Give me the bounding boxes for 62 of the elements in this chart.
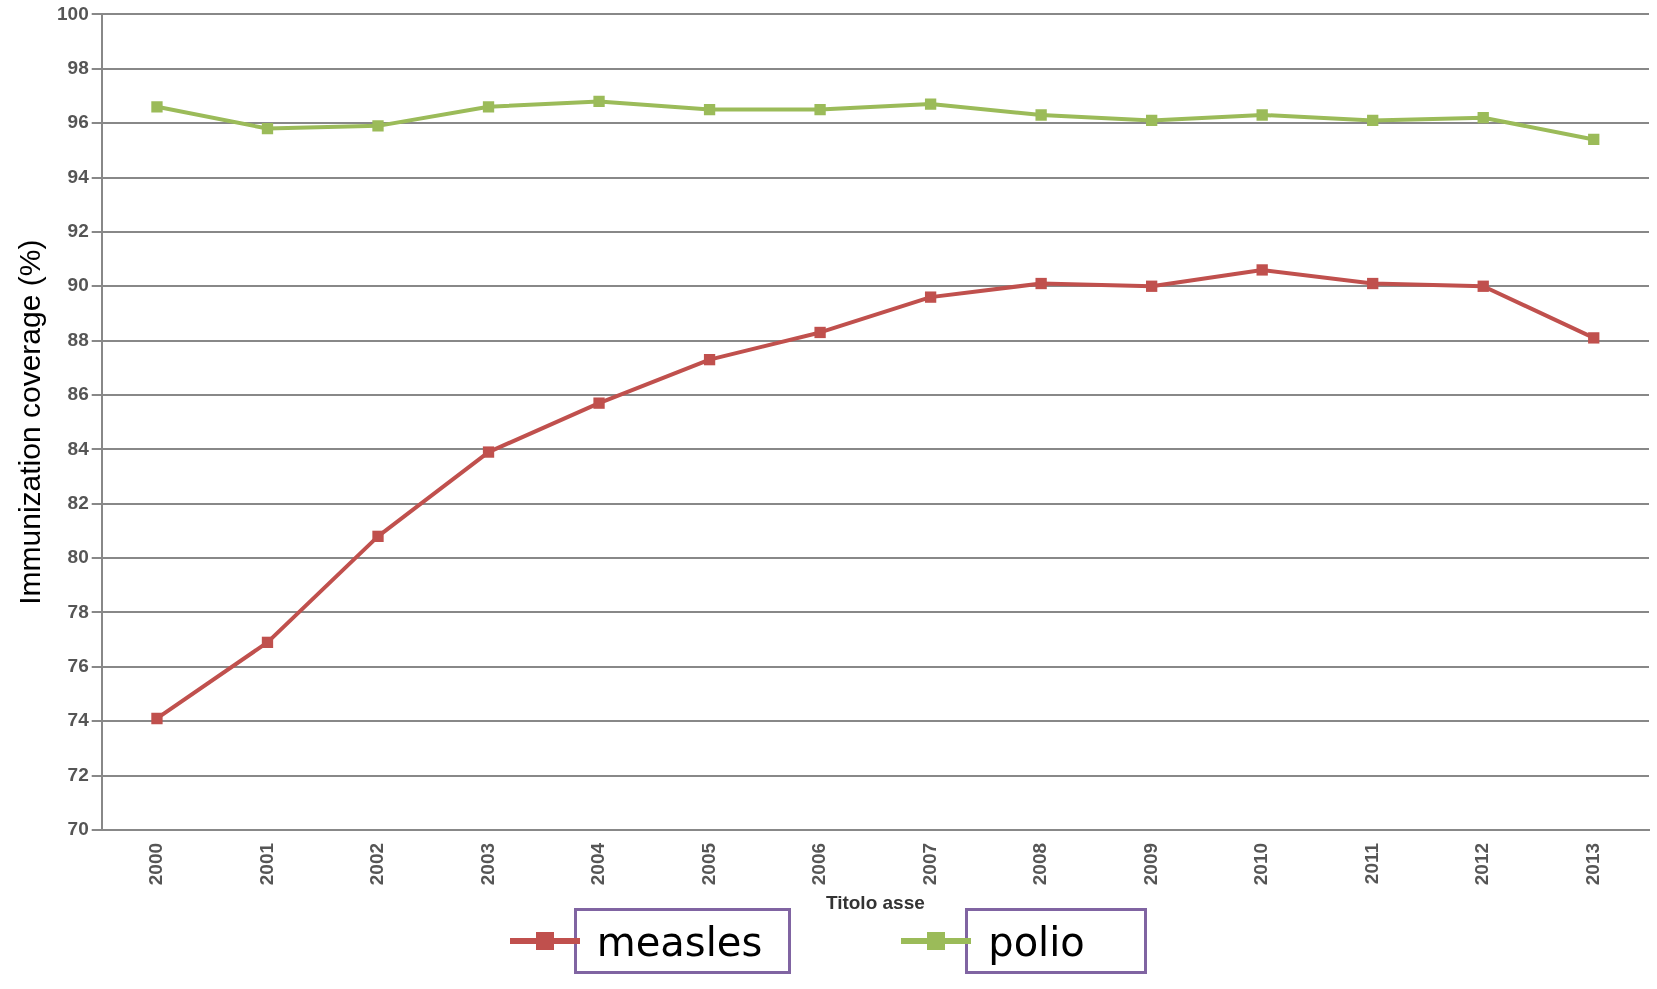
y-tick-label: 84 (67, 437, 90, 459)
point (1256, 109, 1268, 121)
x-tick-label: 2010 (1250, 842, 1272, 886)
x-tick-label: 2000 (145, 842, 167, 886)
y-tick-label: 90 (67, 274, 89, 296)
point (814, 326, 826, 339)
y-tick-label: 70 (67, 818, 89, 840)
y-tick-label: 98 (67, 57, 89, 78)
point (814, 103, 826, 116)
y-tick-label: 78 (67, 600, 89, 622)
legend-label: polio (965, 908, 1148, 974)
point (703, 103, 716, 116)
y-tick-label: 86 (67, 383, 89, 405)
point (593, 397, 605, 409)
x-tick-label: 2012 (1471, 842, 1493, 886)
x-axis-title: Titolo asse (825, 891, 925, 913)
x-tick-label: 2013 (1581, 842, 1603, 886)
point (1588, 332, 1600, 344)
point (924, 98, 937, 110)
point (372, 530, 384, 542)
legend-label: measles (573, 908, 792, 974)
y-tick-label: 100 (57, 2, 89, 24)
point (261, 636, 274, 649)
x-tick-label: 2003 (476, 842, 498, 886)
point (1477, 112, 1489, 124)
point (151, 101, 163, 113)
point (1146, 114, 1158, 127)
x-tick-label: 2002 (366, 842, 388, 886)
x-tick-label: 2001 (255, 842, 277, 886)
y-tick-label: 96 (67, 111, 89, 133)
y-tick-label: 94 (67, 165, 90, 187)
point (924, 291, 937, 303)
point (482, 446, 495, 458)
x-tick-label: 2004 (587, 842, 609, 886)
y-tick-label: 72 (67, 763, 89, 785)
point (372, 120, 384, 132)
point (261, 122, 274, 135)
point (1367, 114, 1379, 127)
y-tick-label: 76 (67, 655, 89, 677)
y-tick-label: 82 (67, 491, 89, 513)
y-tick-label: 92 (67, 220, 89, 242)
x-tick-label: 2009 (1139, 842, 1161, 886)
point (151, 712, 163, 725)
point (1035, 277, 1047, 290)
point (482, 101, 495, 113)
x-tick-label: 2008 (1029, 842, 1051, 886)
point (703, 353, 716, 366)
y-tick-label: 74 (67, 709, 90, 731)
point (1146, 280, 1158, 292)
point (1477, 280, 1489, 292)
x-tick-label: 2005 (697, 842, 719, 886)
point (1256, 264, 1268, 276)
x-tick-label: 2006 (808, 842, 830, 886)
y-axis-title: Immunization coverage (%) (13, 239, 47, 605)
point (593, 95, 605, 108)
y-tick-label: 88 (67, 328, 89, 350)
point (1367, 277, 1379, 290)
x-tick-label: 2007 (918, 842, 940, 886)
y-tick-label: 80 (67, 546, 89, 568)
x-tick-label: 2011 (1360, 842, 1382, 885)
point (1035, 109, 1047, 121)
point (1588, 133, 1600, 146)
